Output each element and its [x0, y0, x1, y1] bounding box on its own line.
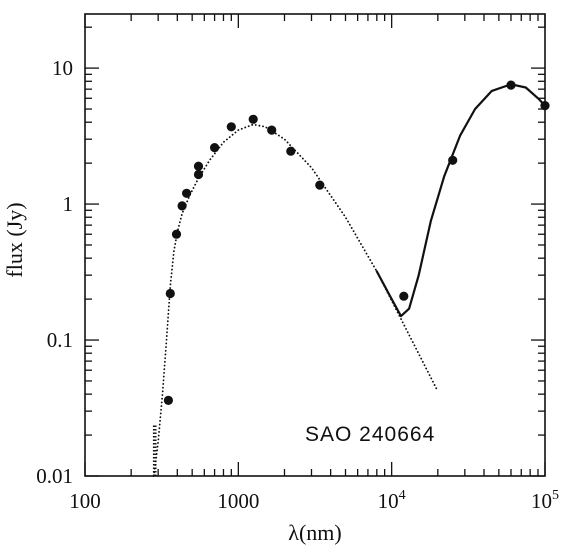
- data-point: [540, 101, 550, 111]
- data-point: [193, 161, 204, 171]
- data-point: [286, 146, 296, 156]
- model-curves: [152, 83, 547, 477]
- data-point: [171, 229, 182, 239]
- data-point: [399, 291, 409, 301]
- x-tick-label: 104: [378, 488, 406, 513]
- x-tick-label: 105: [531, 488, 559, 513]
- plot-frame: [84, 13, 546, 477]
- y-tick-label: 0.1: [47, 328, 73, 352]
- photosphere-model-curve: [152, 123, 439, 477]
- axis-ticks: [84, 14, 546, 477]
- data-point: [267, 125, 277, 135]
- y-tick-label: 1: [63, 192, 74, 216]
- data-point: [315, 180, 325, 190]
- data-point: [506, 80, 516, 90]
- star-name-annotation: SAO 240664: [305, 423, 435, 446]
- x-tick-label: 1000: [217, 489, 259, 513]
- x-tick-label-exponent: 4: [399, 488, 406, 503]
- detection-limits: [152, 424, 157, 476]
- y-tick-label: 0.01: [36, 464, 73, 488]
- data-point: [163, 395, 173, 405]
- data-points: [163, 80, 550, 405]
- data-point: [182, 188, 192, 198]
- plot-border: [84, 13, 546, 477]
- data-point: [226, 122, 236, 132]
- x-tick-label: 100: [69, 489, 101, 513]
- y-axis-label: flux (Jy): [2, 202, 27, 277]
- dust-model-curve: [375, 83, 547, 318]
- data-point: [248, 114, 258, 124]
- data-point: [193, 169, 204, 180]
- x-tick-label-exponent: 5: [552, 488, 559, 503]
- y-tick-label: 10: [52, 56, 73, 80]
- data-point: [177, 201, 187, 211]
- x-tick-label-base: 10: [378, 489, 399, 513]
- x-axis-label: λ(nm): [288, 520, 341, 545]
- data-point: [448, 155, 458, 165]
- data-point: [210, 143, 220, 153]
- data-point: [165, 288, 175, 299]
- x-tick-label-base: 10: [531, 489, 552, 513]
